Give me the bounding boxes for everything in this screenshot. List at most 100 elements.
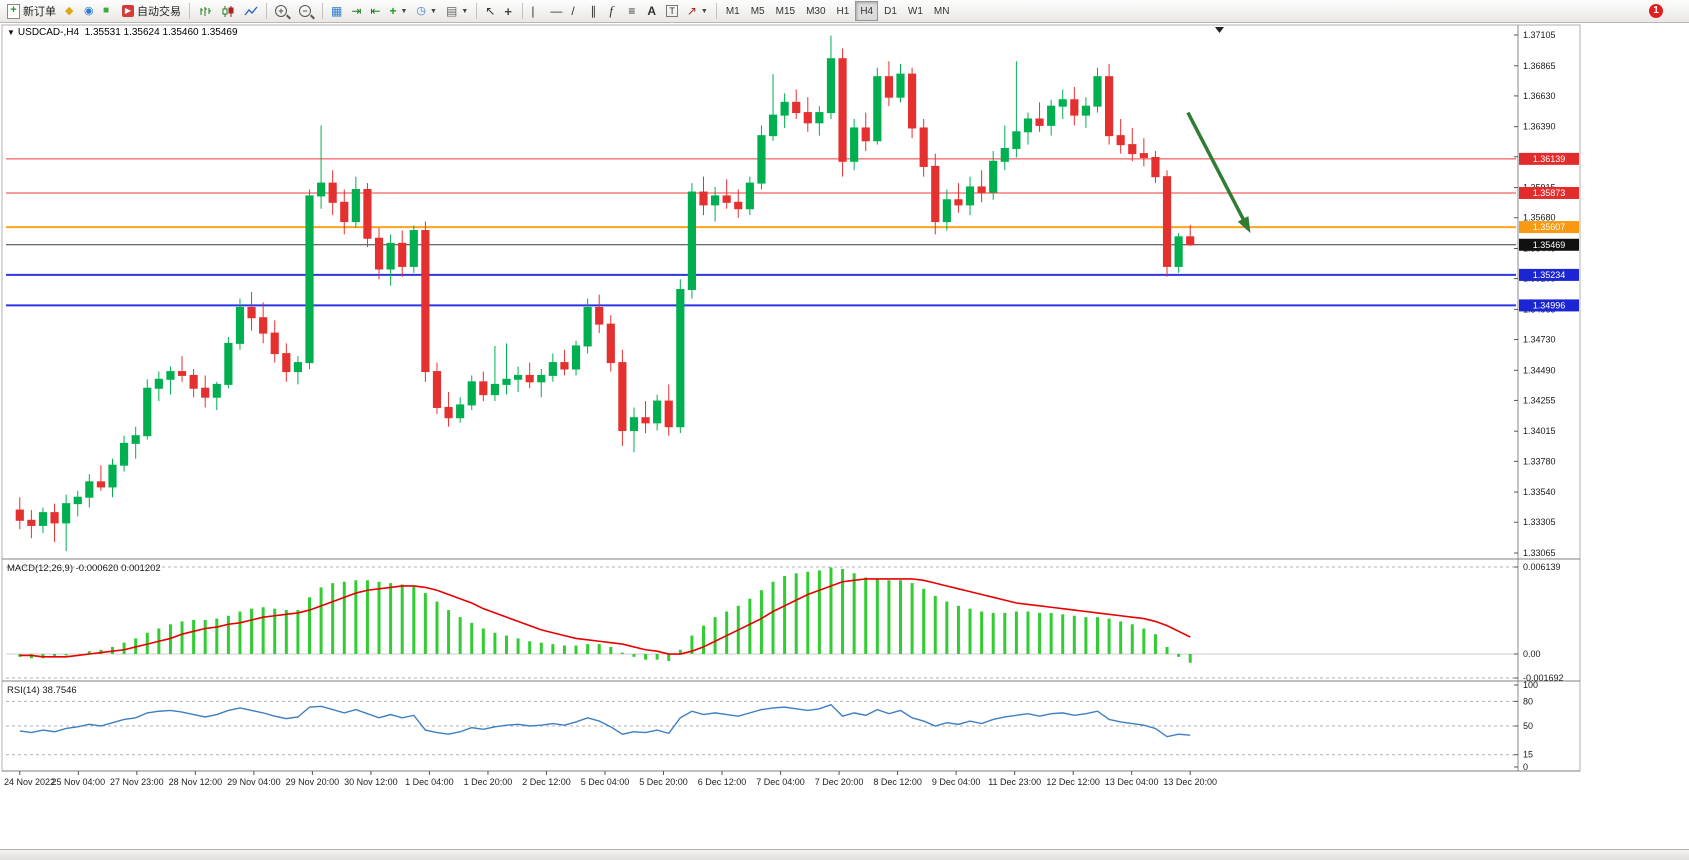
chart-title: ▼ USDCAD-,H4 1.35531 1.35624 1.35460 1.35… [7,27,238,38]
toolbar-separator [266,3,267,19]
rsi-value: 38.7546 [42,685,77,696]
macd-indicator-label: MACD(12,26,9) -0.000620 0.001202 [7,563,161,574]
svg-text:1.34490: 1.34490 [1523,365,1556,375]
timeframe-m5-button[interactable]: M5 [746,1,770,21]
channel-icon: ∥ [590,4,597,18]
svg-text:50: 50 [1523,721,1533,731]
fibonacci-icon: f [609,3,613,18]
trendline-icon: / [571,4,575,18]
timeframe-w1-button[interactable]: W1 [903,1,928,21]
line-chart-button[interactable] [240,1,262,21]
channel-button[interactable]: ∥ [586,1,604,21]
tile-windows-button[interactable]: ▦ [327,1,346,21]
add-indicator-button[interactable]: + ▼ [385,1,411,21]
svg-text:1.34996: 1.34996 [1533,300,1566,310]
svg-text:-0.001692: -0.001692 [1523,673,1564,683]
arrow-tool-icon: ↗ [686,4,697,18]
macd-values: -0.000620 0.001202 [75,563,161,574]
chart-canvas[interactable]: 1.371051.368651.366301.363901.361551.359… [0,23,1689,813]
chart-window: 1.371051.368651.366301.363901.361551.359… [0,23,1689,849]
chevron-down-icon: ▼ [700,7,708,15]
svg-text:29 Nov 20:00: 29 Nov 20:00 [286,777,340,787]
timeframe-mn-button[interactable]: MN [929,1,955,21]
svg-text:0.00: 0.00 [1523,649,1541,659]
vps-icon: ■ [103,5,110,16]
bar-chart-button[interactable] [194,1,216,21]
chart-ohlc-values: 1.35531 1.35624 1.35460 1.35469 [84,27,238,38]
trendline-button[interactable]: / [567,1,585,21]
timeframe-d1-button[interactable]: D1 [879,1,902,21]
toolbar-separator [476,3,478,19]
new-order-icon: + [7,3,20,19]
cycle-lines-button[interactable]: ≡ [624,1,642,21]
text-label-button[interactable]: T [662,1,682,21]
timeframe-group: M1 M5 M15 M30 H1 H4 D1 W1 MN [721,1,955,21]
svg-text:9 Dec 04:00: 9 Dec 04:00 [932,777,981,787]
chart-symbol-period: USDCAD-,H4 [17,27,80,38]
chart-shift-button[interactable]: ⇤ [366,1,384,21]
notification-badge[interactable]: 1 [1649,4,1663,18]
arrows-tool-button[interactable]: ↗ ▼ [683,1,712,21]
timeframe-h1-button[interactable]: H1 [832,1,855,21]
templates-button[interactable]: ▤ ▼ [442,1,472,21]
horizontal-line-button[interactable]: — [546,1,566,21]
svg-text:1.33540: 1.33540 [1523,487,1556,497]
candle-chart-button[interactable] [217,1,239,21]
svg-text:6 Dec 12:00: 6 Dec 12:00 [698,777,747,787]
svg-text:1 Dec 20:00: 1 Dec 20:00 [464,777,513,787]
svg-text:7 Dec 20:00: 7 Dec 20:00 [815,777,864,787]
svg-text:12 Dec 12:00: 12 Dec 12:00 [1046,777,1100,787]
svg-text:1.36139: 1.36139 [1533,154,1566,164]
crosshair-button[interactable]: + [500,1,518,21]
vertical-line-button[interactable]: | [527,1,545,21]
chevron-down-icon: ▼ [461,7,469,15]
horizontal-line-icon: — [550,4,563,18]
svg-text:1.34255: 1.34255 [1523,395,1556,405]
market-button[interactable]: ◆ [61,1,79,21]
svg-text:11 Dec 23:00: 11 Dec 23:00 [988,777,1041,787]
fibonacci-button[interactable]: f [605,1,623,21]
svg-text:1.36865: 1.36865 [1523,61,1556,71]
crosshair-icon: + [504,3,512,19]
svg-text:1.36630: 1.36630 [1523,91,1556,101]
signals-button[interactable]: ◉ [80,1,98,21]
auto-scroll-button[interactable]: ⇥ [347,1,365,21]
svg-text:1.35680: 1.35680 [1523,213,1556,223]
new-order-label: 新订单 [23,6,56,18]
auto-scroll-icon: ⇥ [351,4,362,18]
new-order-button[interactable]: + 新订单 [3,1,60,21]
rsi-indicator-label: RSI(14) 38.7546 [7,685,77,696]
line-chart-icon [244,6,258,15]
zoom-in-button[interactable]: + [271,1,294,21]
chart-menu-icon[interactable]: ▼ [7,28,15,37]
timeframe-m1-button[interactable]: M1 [721,1,745,21]
toolbar-separator [522,3,524,19]
add-indicator-icon: + [389,4,397,18]
svg-text:1.33065: 1.33065 [1523,548,1556,558]
candle-chart-icon [222,5,234,17]
timeframe-h4-button[interactable]: H4 [855,1,879,21]
periods-button[interactable]: ◷ ▼ [412,1,441,21]
svg-text:1.36390: 1.36390 [1523,122,1556,132]
svg-text:1.37105: 1.37105 [1523,30,1556,40]
auto-trading-button[interactable]: ▶ 自动交易 [118,1,185,21]
bar-chart-icon [200,6,211,16]
vertical-line-icon: | [531,4,535,18]
svg-text:1.35873: 1.35873 [1533,188,1566,198]
macd-name: MACD(12,26,9) [7,563,73,574]
timeframe-m15-button[interactable]: M15 [771,1,800,21]
vps-button[interactable]: ■ [99,1,117,21]
text-icon: A [647,4,656,18]
timeframe-m30-button[interactable]: M30 [801,1,830,21]
svg-text:1.34015: 1.34015 [1523,426,1556,436]
market-icon: ◆ [65,4,74,17]
svg-text:24 Nov 2022: 24 Nov 2022 [4,777,55,787]
zoom-out-button[interactable]: − [295,1,318,21]
zoom-in-icon: + [275,5,287,17]
cursor-button[interactable]: ↖ [481,1,499,21]
svg-text:13 Dec 04:00: 13 Dec 04:00 [1105,777,1159,787]
svg-text:25 Nov 04:00: 25 Nov 04:00 [52,777,106,787]
text-button[interactable]: A [643,1,661,21]
status-bar [0,849,1689,860]
